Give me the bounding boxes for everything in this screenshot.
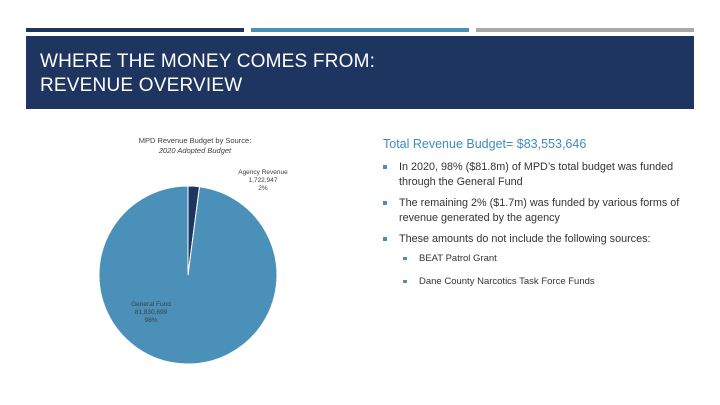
data-label-agency-revenue: Agency Revenue 1,722,947 2% xyxy=(228,169,298,193)
pie-svg xyxy=(98,185,278,365)
data-label-general-fund: General Fund 81,830,699 98% xyxy=(118,301,184,325)
bullet-item: These amounts do not include the followi… xyxy=(383,232,703,288)
pie-slice-general-fund xyxy=(98,185,278,365)
bullet-item: In 2020, 98% ($81.8m) of MPD’s total bud… xyxy=(383,160,703,189)
revenue-pie-chart: MPD Revenue Budget by Source: 2020 Adopt… xyxy=(80,128,310,378)
agency-revenue-percent: 2% xyxy=(258,185,268,192)
sub-bullet-item: Dane County Narcotics Task Force Funds xyxy=(383,276,703,288)
general-fund-percent: 98% xyxy=(144,317,158,324)
bullet-item: The remaining 2% ($1.7m) was funded by v… xyxy=(383,196,703,225)
sub-bullet-item: BEAT Patrol Grant xyxy=(383,253,703,265)
general-fund-name: General Fund xyxy=(131,301,171,308)
title-banner: WHERE THE MONEY COMES FROM: REVENUE OVER… xyxy=(26,36,694,109)
agency-revenue-value: 1,722,947 xyxy=(248,177,278,184)
chart-title: MPD Revenue Budget by Source: xyxy=(138,136,252,145)
accent-bar-blue xyxy=(251,28,469,32)
general-fund-value: 81,830,699 xyxy=(134,309,168,316)
accent-bar-navy xyxy=(26,28,244,32)
sub-bullet-list: BEAT Patrol Grant Dane County Narcotics … xyxy=(383,253,703,288)
agency-revenue-name: Agency Revenue xyxy=(238,169,288,176)
bullet-text: These amounts do not include the followi… xyxy=(399,233,651,245)
total-revenue-heading: Total Revenue Budget= $83,553,646 xyxy=(383,137,587,151)
slide-title: WHERE THE MONEY COMES FROM: REVENUE OVER… xyxy=(40,51,376,96)
summary-panel: Total Revenue Budget= $83,553,646 In 202… xyxy=(383,136,703,299)
accent-bar-gray xyxy=(476,28,694,32)
chart-subtitle: 2020 Adopted Budget xyxy=(158,146,232,155)
bullet-list: In 2020, 98% ($81.8m) of MPD’s total bud… xyxy=(383,160,703,288)
